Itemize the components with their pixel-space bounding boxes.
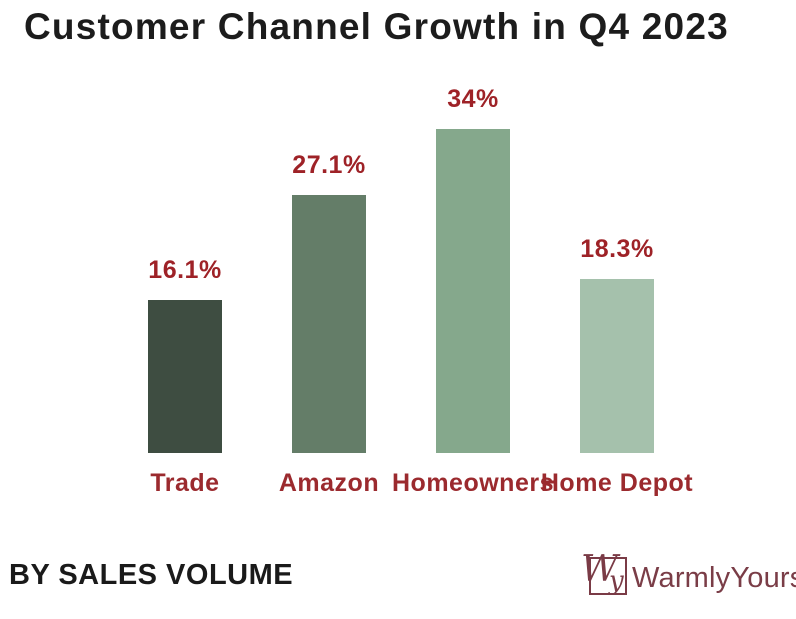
bar-homeowners — [436, 129, 510, 453]
monogram-y-letter: y — [609, 566, 624, 596]
bar-amazon — [292, 195, 366, 453]
bar-category-label: Home Depot — [540, 469, 694, 497]
bar-category-label: Homeowners — [392, 469, 554, 497]
bar-value-label: 16.1% — [148, 256, 222, 284]
sales-volume-caption: BY SALES VOLUME — [9, 559, 294, 591]
bar-category-label: Trade — [150, 469, 220, 497]
bar-value-label: 27.1% — [292, 151, 366, 179]
brand-name: WarmlyYours — [632, 562, 796, 594]
bar-trade — [148, 300, 222, 453]
monogram-w-letter: W — [581, 549, 619, 590]
bar-category-label: Amazon — [278, 469, 380, 497]
warmlyyours-monogram-icon — [589, 557, 627, 595]
chart-title: Customer Channel Growth in Q4 2023 — [24, 6, 729, 47]
bar-home-depot — [580, 279, 654, 453]
bar-value-label: 34% — [447, 85, 499, 113]
warmlyyours-logo: W y WarmlyYours — [581, 549, 796, 614]
bar-value-label: 18.3% — [580, 235, 654, 263]
